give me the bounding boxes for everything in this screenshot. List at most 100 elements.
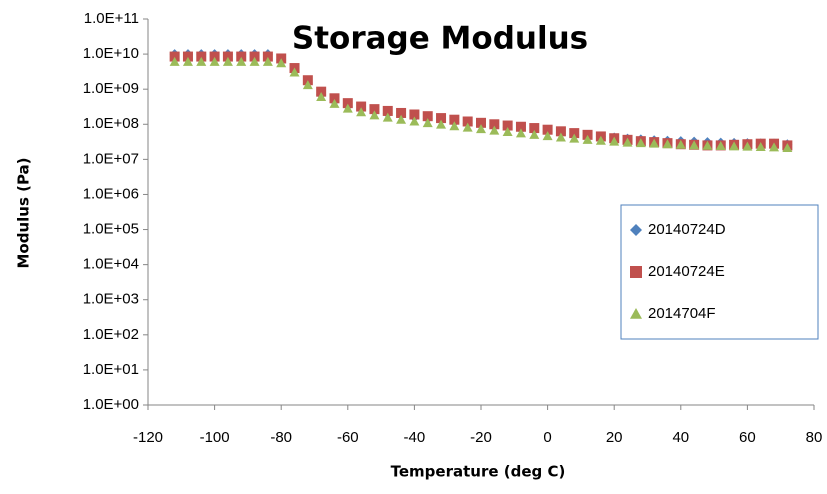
data-point <box>502 120 513 131</box>
y-tick-label: 1.0E+08 <box>83 115 139 132</box>
data-point <box>276 58 287 68</box>
x-tick-label: -100 <box>200 429 230 446</box>
data-point <box>396 107 407 118</box>
data-point <box>249 56 260 66</box>
y-tick-label: 1.0E+09 <box>83 80 139 97</box>
data-point <box>262 51 273 62</box>
x-tick-label: -20 <box>470 429 492 446</box>
data-point <box>209 51 220 62</box>
data-point <box>196 56 207 66</box>
x-tick-label: -60 <box>337 429 359 446</box>
x-axis-title: Temperature (deg C) <box>391 463 566 481</box>
data-point <box>289 67 300 77</box>
y-tick-label: 1.0E+10 <box>83 45 139 62</box>
data-point <box>609 136 620 146</box>
data-point <box>476 117 486 128</box>
data-point <box>222 51 233 62</box>
data-point <box>169 56 180 66</box>
data-point <box>342 103 353 113</box>
data-point <box>422 111 433 122</box>
legend-marker <box>630 308 642 319</box>
data-point <box>382 112 393 122</box>
legend-label: 2014704F <box>648 305 716 322</box>
x-tick-label: 60 <box>739 429 756 446</box>
data-point <box>675 139 686 149</box>
data-point <box>316 86 327 97</box>
y-tick-label: 1.0E+03 <box>83 291 139 308</box>
legend-label: 20140724D <box>648 221 726 238</box>
data-point <box>356 101 367 112</box>
data-point <box>316 91 327 101</box>
data-point <box>555 132 566 142</box>
chart-title: Storage Modulus <box>292 21 588 57</box>
y-tick-label: 1.0E+04 <box>83 256 139 273</box>
data-point <box>249 51 260 62</box>
data-point <box>489 125 500 135</box>
data-point <box>569 128 580 139</box>
data-point <box>236 56 247 66</box>
data-point <box>649 138 660 148</box>
data-point <box>769 142 780 152</box>
y-tick-label: 1.0E+05 <box>83 221 139 238</box>
data-point <box>515 128 526 138</box>
data-point <box>329 93 340 104</box>
data-point <box>462 122 473 132</box>
data-point <box>196 51 207 62</box>
x-tick-label: 0 <box>543 429 551 446</box>
x-tick-label: -120 <box>133 429 163 446</box>
legend-marker <box>630 266 642 278</box>
data-point <box>529 129 540 139</box>
legend-label: 20140724E <box>648 263 725 280</box>
data-point <box>302 80 313 90</box>
data-point <box>715 141 726 151</box>
data-point <box>542 124 553 135</box>
data-point <box>582 134 593 144</box>
data-point <box>449 121 460 131</box>
y-tick-label: 1.0E+00 <box>83 396 139 413</box>
y-tick-label: 1.0E+02 <box>83 326 139 343</box>
y-axis-title: Modulus (Pa) <box>15 157 33 268</box>
data-point <box>502 127 513 137</box>
x-tick-label: 40 <box>672 429 689 446</box>
data-point <box>422 118 433 128</box>
data-point <box>782 143 793 153</box>
data-point <box>436 119 447 129</box>
data-point <box>529 123 540 134</box>
data-point <box>396 114 407 124</box>
data-point <box>262 56 273 66</box>
y-tick-label: 1.0E+06 <box>83 185 139 202</box>
data-point <box>595 135 606 145</box>
data-point <box>582 129 593 140</box>
data-point <box>342 98 353 109</box>
data-point <box>729 141 740 151</box>
data-point <box>222 56 233 66</box>
data-point <box>689 140 700 150</box>
data-point <box>542 131 553 141</box>
data-point <box>382 105 393 116</box>
x-tick-label: -80 <box>270 429 292 446</box>
y-tick-label: 1.0E+11 <box>84 10 139 27</box>
data-point <box>182 56 193 66</box>
data-point <box>662 139 673 149</box>
y-tick-label: 1.0E+07 <box>83 150 139 167</box>
legend-box <box>620 204 819 340</box>
data-point <box>622 137 633 147</box>
data-point <box>409 109 420 120</box>
data-point <box>369 104 380 115</box>
data-point <box>236 51 247 62</box>
data-point <box>462 116 473 127</box>
data-point <box>409 116 420 126</box>
y-tick-label: 1.0E+01 <box>83 361 139 378</box>
data-point <box>569 133 580 143</box>
data-point <box>555 126 566 137</box>
legend-marker <box>630 224 642 236</box>
data-point <box>436 113 447 124</box>
x-tick-label: 80 <box>806 429 823 446</box>
data-point <box>489 119 500 130</box>
x-tick-label: -40 <box>404 429 426 446</box>
data-point <box>209 56 220 66</box>
data-point <box>635 138 646 148</box>
data-point <box>476 124 486 134</box>
data-point <box>356 107 367 117</box>
data-point <box>369 110 380 120</box>
